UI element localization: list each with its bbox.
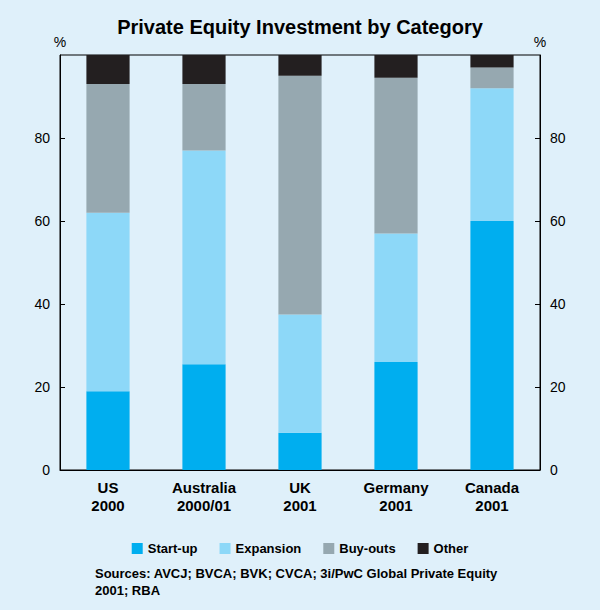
svg-text:60: 60	[550, 213, 566, 229]
svg-text:Expansion: Expansion	[236, 541, 302, 556]
svg-text:60: 60	[34, 213, 50, 229]
svg-text:0: 0	[550, 462, 558, 478]
svg-text:2000: 2000	[91, 497, 124, 514]
svg-text:40: 40	[34, 296, 50, 312]
svg-text:2001: 2001	[475, 497, 508, 514]
svg-text:80: 80	[550, 130, 566, 146]
svg-text:Other: Other	[434, 541, 469, 556]
svg-text:Buy-outs: Buy-outs	[339, 541, 395, 556]
svg-text:Sources: AVCJ; BVCA; BVK; CVCA: Sources: AVCJ; BVCA; BVK; CVCA; 3i/PwC G…	[95, 566, 501, 581]
svg-text:2001: 2001	[283, 497, 316, 514]
svg-text:2001; RBA: 2001; RBA	[95, 583, 161, 598]
svg-text:Canada: Canada	[465, 479, 520, 496]
svg-text:US: US	[98, 479, 119, 496]
svg-text:0: 0	[42, 462, 50, 478]
svg-text:40: 40	[550, 296, 566, 312]
svg-text:80: 80	[34, 130, 50, 146]
svg-text:2000/01: 2000/01	[177, 497, 231, 514]
svg-text:Germany: Germany	[363, 479, 429, 496]
svg-text:%: %	[534, 34, 546, 50]
svg-text:2001: 2001	[379, 497, 412, 514]
svg-text:Private Equity Investment by C: Private Equity Investment by Category	[117, 16, 484, 38]
svg-text:20: 20	[550, 379, 566, 395]
svg-text:UK: UK	[289, 479, 311, 496]
svg-text:20: 20	[34, 379, 50, 395]
svg-text:%: %	[54, 34, 66, 50]
svg-text:Australia: Australia	[172, 479, 237, 496]
svg-text:Start-up: Start-up	[148, 541, 198, 556]
